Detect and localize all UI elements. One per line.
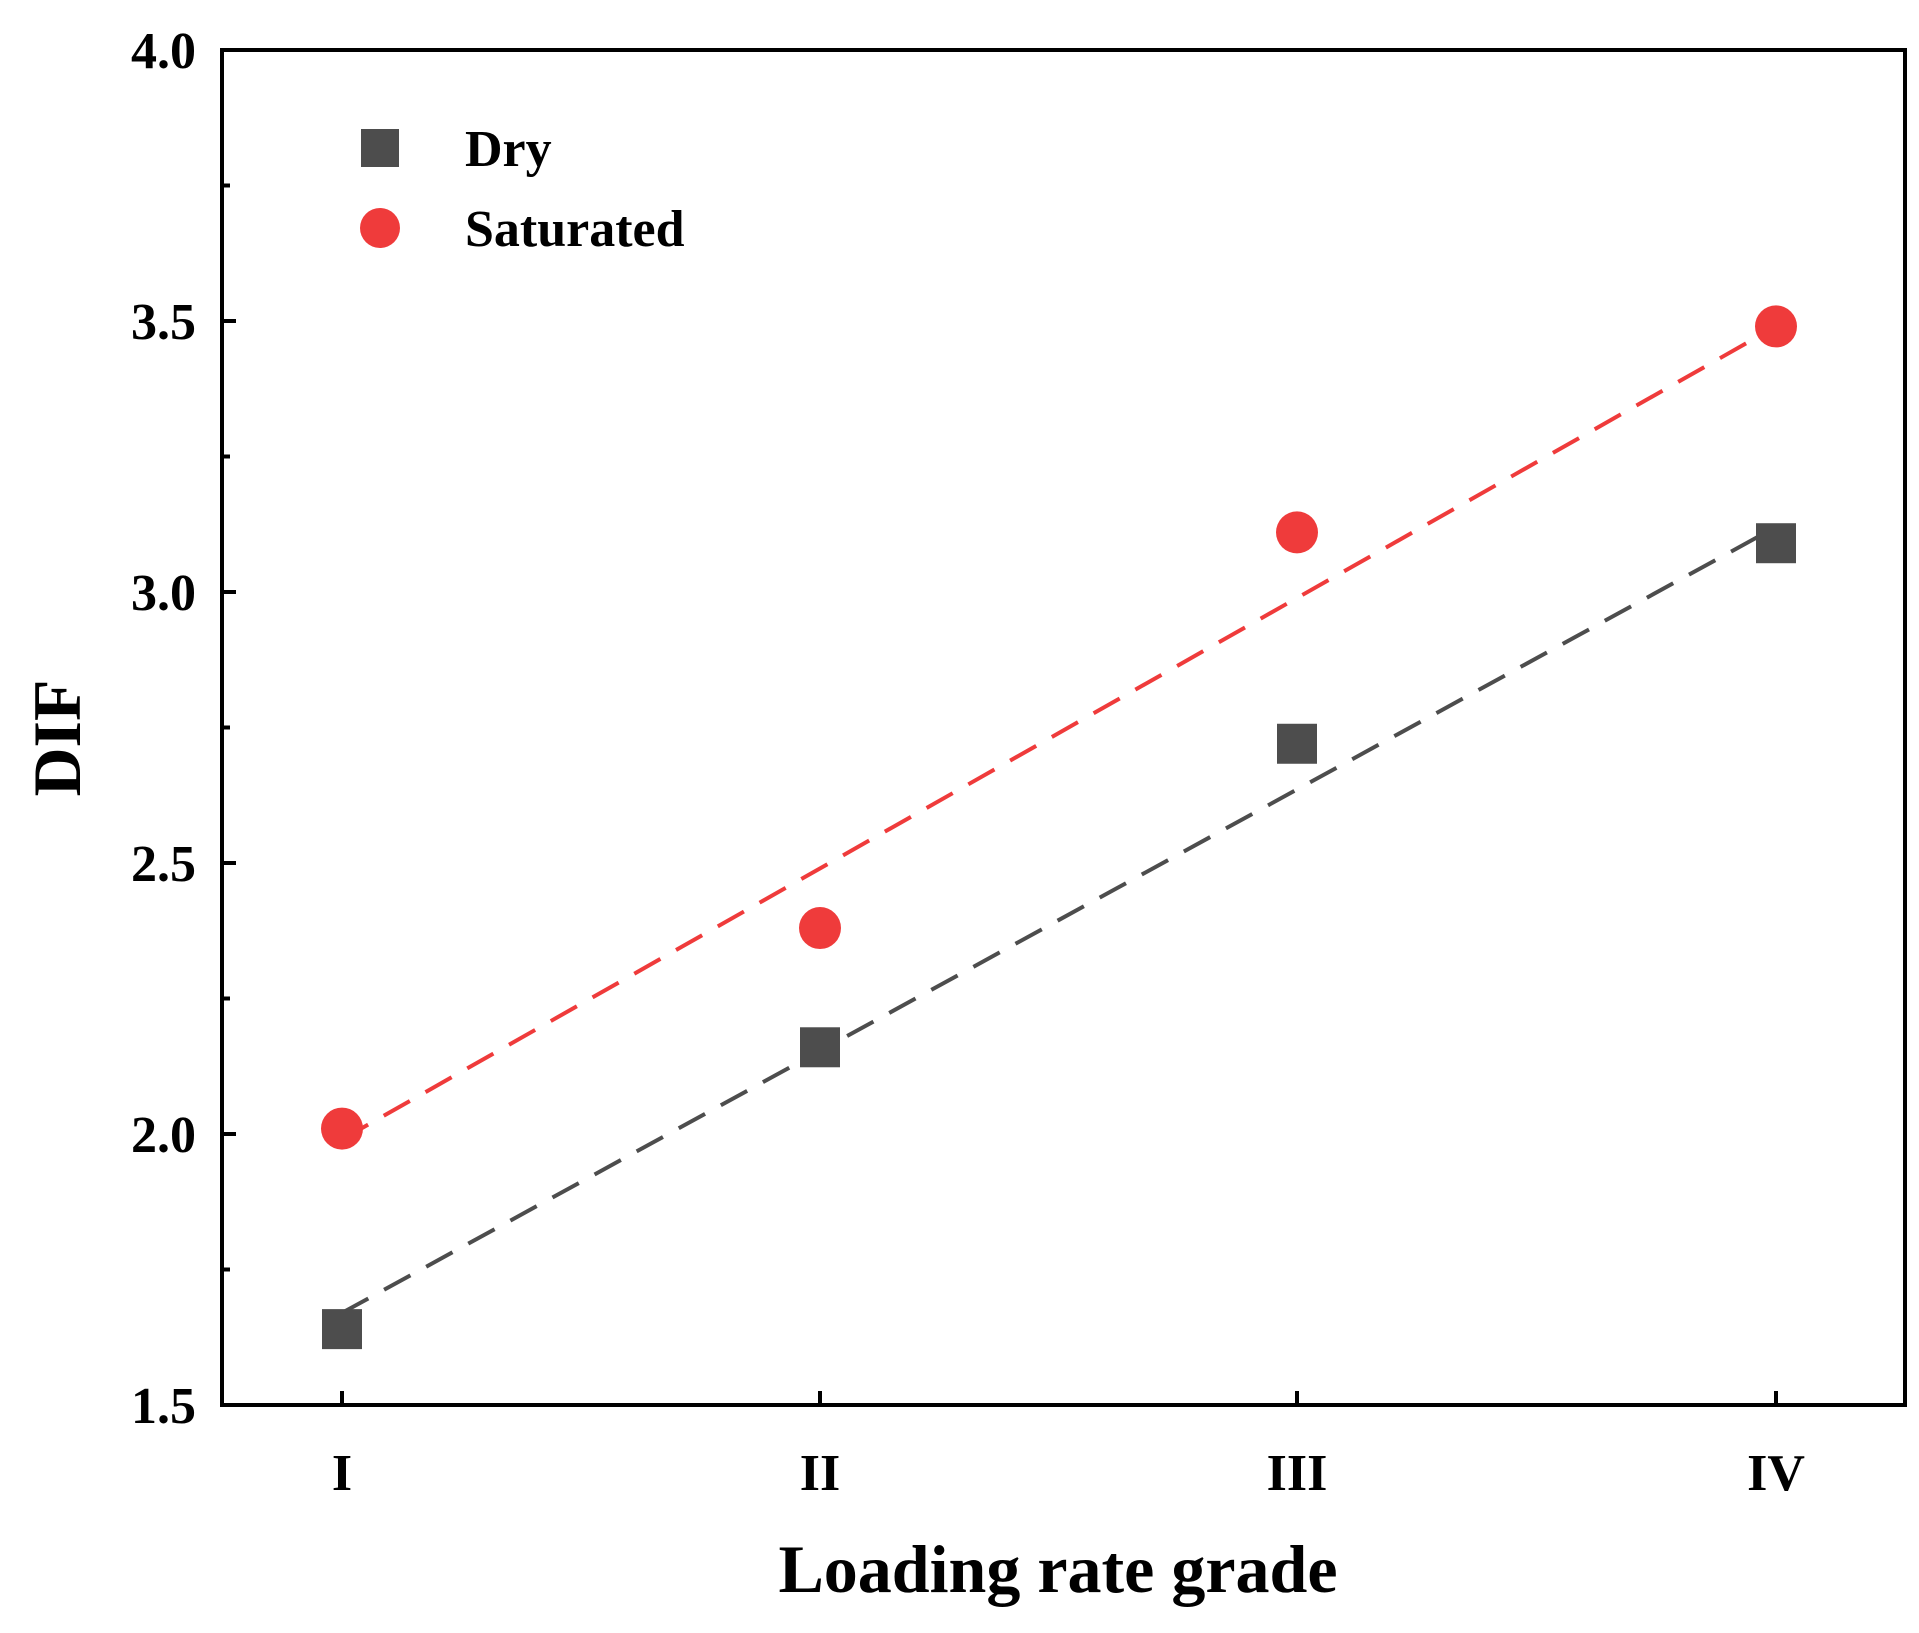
- y-tick-label: 3.5: [131, 294, 196, 351]
- axes-layer: 1.52.02.53.03.54.0I II III IV: [131, 23, 1907, 1502]
- dry-point: [1756, 523, 1796, 564]
- dry-point: [1277, 723, 1317, 764]
- saturated-legend-label: Saturated: [465, 201, 685, 258]
- legend: Dry Saturated: [360, 121, 685, 258]
- saturated-point: [321, 1107, 363, 1150]
- x-axis-title: Loading rate grade: [778, 1531, 1337, 1607]
- x-tick-label: I: [332, 1445, 352, 1502]
- saturated-point: [1755, 305, 1797, 348]
- dry-point: [800, 1027, 840, 1068]
- dry-legend-marker: [361, 129, 399, 167]
- x-tick-label: III: [1267, 1445, 1328, 1502]
- saturated-legend-marker: [360, 208, 400, 248]
- dry-fit-line: [341, 525, 1777, 1315]
- y-tick-label: 1.5: [131, 1378, 196, 1435]
- saturated-point: [1276, 511, 1318, 554]
- y-tick-label: 2.0: [131, 1107, 196, 1164]
- x-tick-label: II: [800, 1445, 840, 1502]
- data-points-layer: [321, 305, 1797, 1350]
- dry-point: [322, 1309, 362, 1350]
- dry-legend-label: Dry: [465, 121, 552, 178]
- y-tick-label: 2.5: [131, 836, 196, 893]
- fit-lines-layer: [341, 324, 1777, 1315]
- y-tick-label: 4.0: [131, 23, 196, 80]
- y-tick-label: 3.0: [131, 565, 196, 622]
- x-tick-label: IV: [1747, 1445, 1805, 1502]
- y-axis-title: DIF: [19, 679, 95, 796]
- saturated-fit-line: [341, 324, 1777, 1142]
- saturated-point: [799, 907, 841, 950]
